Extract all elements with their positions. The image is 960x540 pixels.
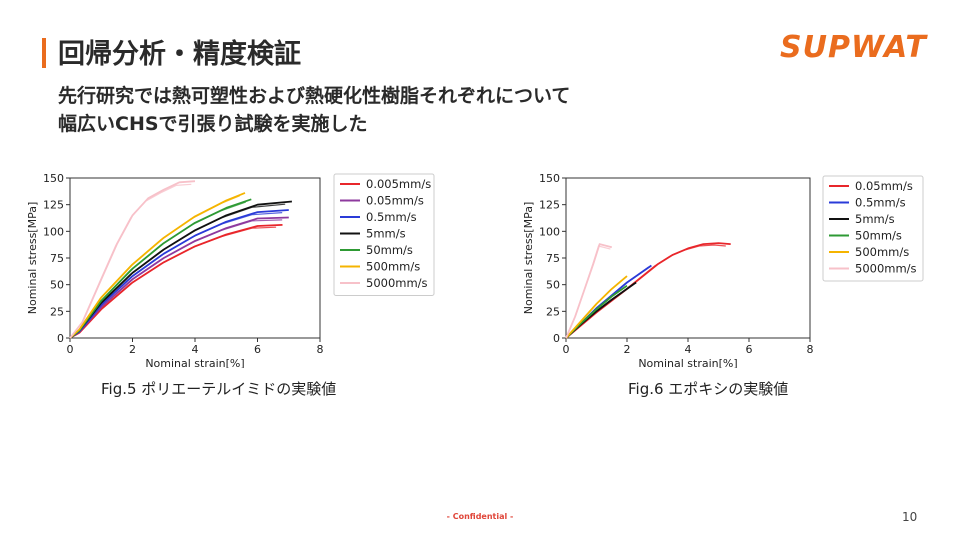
y-tick-label: 125: [539, 199, 560, 212]
y-tick-label: 150: [43, 172, 64, 185]
legend-label: 0.5mm/s: [855, 196, 906, 210]
y-tick-label: 150: [539, 172, 560, 185]
x-tick-label: 6: [746, 343, 753, 356]
y-tick-label: 125: [43, 199, 64, 212]
y-tick-label: 100: [43, 225, 64, 238]
series-replicate-line-5: [69, 195, 240, 339]
series-replicate-line-5: [565, 245, 611, 339]
legend-label: 5mm/s: [366, 227, 406, 241]
subtitle-line-2: 幅広いCHSで引張り試験を実施した: [58, 113, 368, 135]
legend-label: 50mm/s: [855, 229, 902, 243]
x-tick-label: 8: [317, 343, 324, 356]
legend-label: 5000mm/s: [366, 276, 428, 290]
x-tick-label: 2: [624, 343, 631, 356]
x-tick-label: 6: [254, 343, 261, 356]
y-tick-label: 50: [50, 279, 64, 292]
x-axis-label: Nominal strain[%]: [145, 357, 244, 368]
supwat-logo: SUPWAT: [780, 30, 927, 65]
y-tick-label: 100: [539, 225, 560, 238]
x-tick-label: 0: [67, 343, 74, 356]
legend-label: 5000mm/s: [855, 262, 917, 276]
legend-label: 0.05mm/s: [366, 194, 424, 208]
caption-fig6: Fig.6 エポキシの実験値: [628, 380, 789, 398]
legend-label: 500mm/s: [366, 260, 420, 274]
title-accent-bar: [42, 38, 46, 68]
legend-label: 0.5mm/s: [366, 210, 417, 224]
y-tick-label: 0: [553, 332, 560, 345]
x-tick-label: 4: [685, 343, 692, 356]
legend-label: 500mm/s: [855, 245, 909, 259]
x-tick-label: 0: [563, 343, 570, 356]
legend-box: [333, 173, 435, 296]
y-tick-label: 75: [50, 252, 64, 265]
legend-label: 0.05mm/s: [855, 179, 913, 193]
confidential-label: - Confidential -: [446, 512, 514, 521]
y-tick-label: 25: [546, 305, 560, 318]
y-axis-label: Nominal stress[MPa]: [26, 202, 39, 315]
page-number: 10: [902, 510, 918, 524]
y-tick-label: 50: [546, 279, 560, 292]
subtitle-line-1: 先行研究では熱可塑性および熱硬化性樹脂それぞれについて: [58, 85, 571, 107]
x-tick-label: 8: [807, 343, 814, 356]
y-tick-label: 75: [546, 252, 560, 265]
y-axis-label: Nominal stress[MPa]: [522, 202, 535, 315]
y-tick-label: 0: [57, 332, 64, 345]
series-replicate-line-6: [69, 183, 192, 339]
legend-label: 50mm/s: [366, 243, 413, 257]
x-tick-label: 4: [192, 343, 199, 356]
caption-fig5: Fig.5 ポリエーテルイミドの実験値: [101, 380, 337, 398]
plot-frame: [565, 177, 811, 339]
chart-epoxy: 0 2 4 6 8 0 25 50 75 100 125 150 Nominal strain[%] No…: [522, 172, 924, 368]
legend-label: 5mm/s: [855, 212, 895, 226]
series-replicate-line-4: [565, 276, 626, 339]
subtitle: 先行研究では熱可塑性および熱硬化性樹脂それぞれについて 幅広いCHSで引張り試験…: [58, 82, 570, 138]
x-axis-label: Nominal strain[%]: [638, 357, 737, 368]
chart-polyetherimide: 0 2 4 6 8 0 25 50 75 100 125 150 Nominal strain[%] No…: [26, 172, 435, 368]
page-title: 回帰分析・精度検証: [58, 39, 301, 70]
legend-label: 0.005mm/s: [366, 177, 431, 191]
y-tick-label: 25: [50, 305, 64, 318]
x-tick-label: 2: [129, 343, 136, 356]
